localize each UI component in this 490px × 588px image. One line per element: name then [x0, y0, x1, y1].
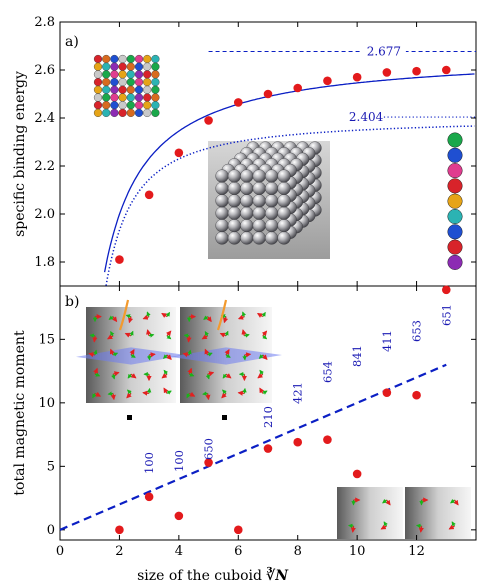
panel-a-y-axis-label: specific binding energy: [12, 71, 28, 237]
x-tick-label: 4: [175, 544, 183, 559]
panel-b-data-point: [174, 511, 184, 521]
x-tick-label: 6: [234, 544, 242, 559]
panel-b-y-tick-label: 5: [47, 459, 55, 474]
panel-b-data-point: [204, 458, 213, 467]
panel-a-y-tick-label: 2.4: [34, 111, 55, 126]
x-tick-label: 0: [56, 544, 64, 559]
spin-configuration-small: [337, 487, 471, 539]
reference-label-2677: 2.677: [367, 45, 401, 59]
panel-b-data-point: [293, 437, 303, 447]
panel-b-y-tick-label: 0: [47, 523, 55, 538]
panel-a-label: a): [65, 34, 79, 50]
panel-a-y-tick-label: 2.2: [34, 159, 55, 174]
panel-b-y-axis-label: total magnetic moment: [12, 330, 28, 496]
panel-a-data-point: [352, 72, 362, 82]
panel-b-frame: [59, 285, 477, 541]
x-axis-label: size of the cuboid: [137, 568, 262, 584]
panel-b-label: b): [65, 294, 79, 310]
panel-a-data-point: [204, 116, 213, 125]
spin-configuration-left: [76, 299, 186, 420]
panel-a-data-point: [323, 76, 332, 86]
annotation-label: 650: [202, 438, 216, 460]
linear-fit-line: [59, 363, 447, 531]
panel-a-data-point: [412, 66, 421, 76]
panel-b-y-tick-label: 15: [38, 332, 55, 347]
panel-b-data-point: [233, 525, 243, 535]
dotted-fit-curve: [105, 125, 475, 286]
panel-a-y-tick-label: 2.0: [34, 207, 55, 222]
cube-of-magnetic-balls-photo: [208, 141, 330, 259]
solid-fit-curve: [103, 73, 475, 273]
panel-b-data-point: [441, 285, 451, 295]
x-axis-label-math: ∛N: [266, 567, 289, 584]
grid-of-spheres-photo: [93, 54, 160, 118]
panel-a-data-point: [263, 89, 273, 99]
reference-label-2404: 2.404: [349, 110, 384, 124]
panel-a-data-point: [115, 255, 124, 264]
spin-configuration-right: [170, 299, 282, 420]
annotation-label: 841: [350, 345, 364, 367]
panel-b-data-point: [412, 390, 421, 400]
x-tick-label: 10: [349, 544, 366, 559]
panel-b-data-point: [115, 525, 124, 535]
annotation-label: 654: [320, 361, 334, 383]
panel-a-y-tick-label: 2.8: [34, 15, 55, 30]
annotation-label: 100: [142, 452, 156, 474]
annotation-label: 210: [261, 406, 275, 428]
x-tick-label: 8: [294, 544, 302, 559]
panel-b-data-point: [144, 492, 154, 502]
x-tick-label: 2: [115, 544, 123, 559]
panel-a-data-point: [144, 190, 154, 200]
panel-a-y-tick-label: 2.6: [34, 63, 55, 78]
annotation-label: 411: [380, 330, 394, 352]
panel-a-y-tick-label: 1.8: [34, 255, 55, 270]
panel-b-y-tick-label: 10: [38, 396, 55, 411]
annotation-label: 421: [291, 382, 305, 404]
panel-a-data-point: [174, 148, 184, 158]
panel-a-data-point: [382, 68, 392, 77]
panel-a-data-point: [233, 98, 243, 107]
panel-b-data-point: [352, 469, 362, 479]
annotation-label: 100: [172, 450, 186, 472]
chain-of-spheres-photo: [447, 132, 463, 270]
panel-a-data-point: [293, 83, 303, 93]
panel-a-plot: 1.8 2.0 2.2 2.4 2.6 2.8 2.677 2.404: [34, 15, 476, 286]
panel-b-plot: 0 2 4 6 8 10 12 0 5 10 15 100 100 650 210 421 654 841 411 6…: [38, 285, 476, 559]
annotation-label: 651: [439, 304, 453, 326]
panel-b-data-point: [382, 388, 392, 397]
annotation-label: 653: [410, 320, 424, 342]
panel-b-data-point: [263, 444, 273, 453]
panel-a-data-point: [441, 65, 451, 75]
x-tick-label: 12: [408, 544, 425, 559]
panel-b-data-point: [323, 435, 332, 444]
